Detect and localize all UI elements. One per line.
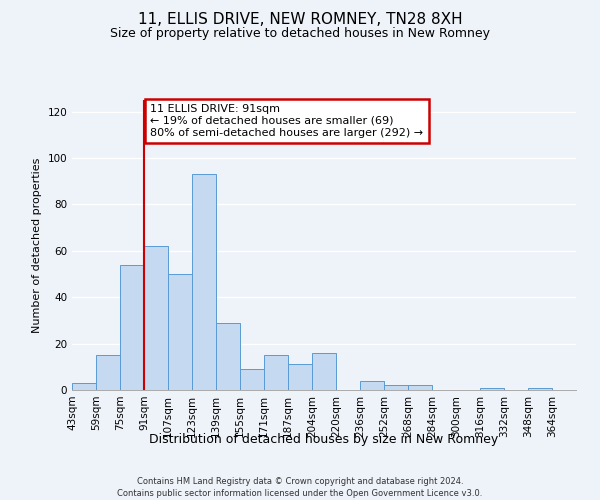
Bar [480,388,504,390]
Bar [408,386,432,390]
Bar [288,364,312,390]
Bar [360,380,384,390]
Text: Contains public sector information licensed under the Open Government Licence v3: Contains public sector information licen… [118,489,482,498]
Bar [96,355,120,390]
Bar [384,386,408,390]
Bar [144,246,168,390]
Bar [120,264,144,390]
Y-axis label: Number of detached properties: Number of detached properties [32,158,42,332]
Bar [528,388,552,390]
Text: 11, ELLIS DRIVE, NEW ROMNEY, TN28 8XH: 11, ELLIS DRIVE, NEW ROMNEY, TN28 8XH [137,12,463,28]
Bar [240,369,264,390]
Bar [264,355,288,390]
Bar [168,274,192,390]
Text: Contains HM Land Registry data © Crown copyright and database right 2024.: Contains HM Land Registry data © Crown c… [137,478,463,486]
Bar [312,353,336,390]
Text: 11 ELLIS DRIVE: 91sqm
← 19% of detached houses are smaller (69)
80% of semi-deta: 11 ELLIS DRIVE: 91sqm ← 19% of detached … [150,104,423,138]
Bar [72,383,96,390]
Text: Distribution of detached houses by size in New Romney: Distribution of detached houses by size … [149,432,499,446]
Text: Size of property relative to detached houses in New Romney: Size of property relative to detached ho… [110,28,490,40]
Bar [192,174,216,390]
Bar [216,322,240,390]
